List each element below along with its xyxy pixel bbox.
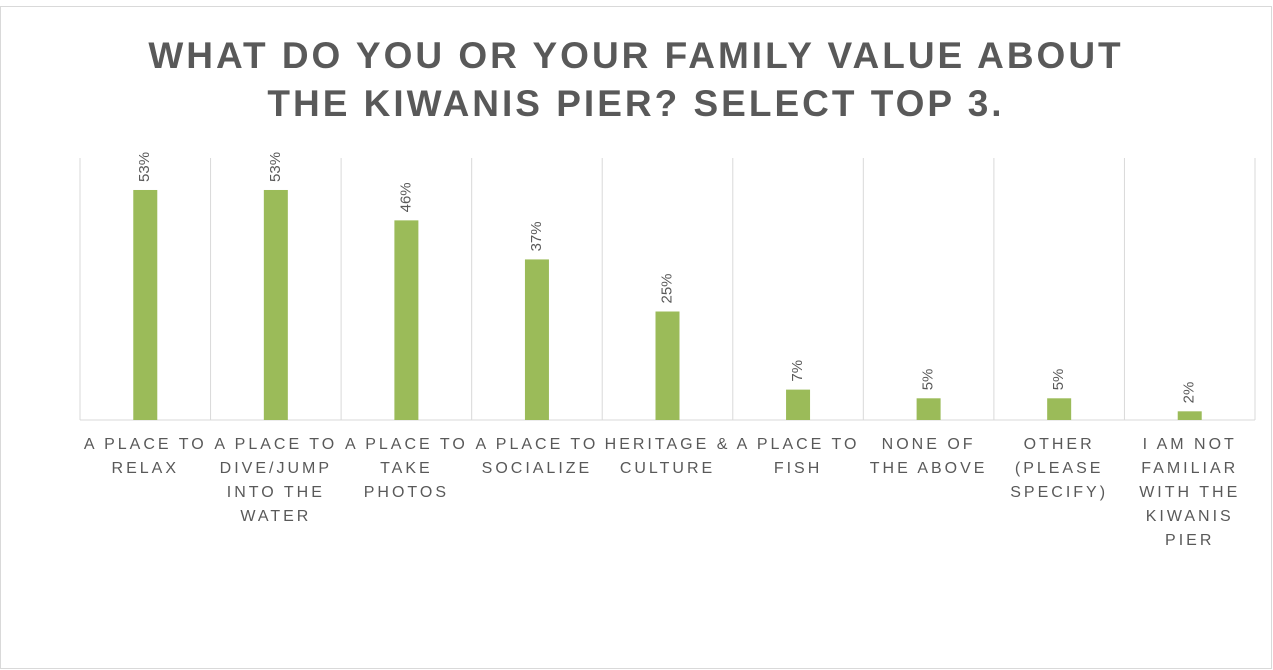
bar <box>1047 398 1072 420</box>
value-label: 53% <box>136 152 153 182</box>
x-tick-label: A PLACE TO RELAX <box>83 436 207 477</box>
x-tick-label: OTHER (PLEASE SPECIFY) <box>1010 436 1109 501</box>
value-label: 5% <box>1050 369 1067 391</box>
value-label: 25% <box>658 273 675 303</box>
chart-border <box>0 6 1272 669</box>
value-label: 2% <box>1181 382 1198 404</box>
x-tick-label: A PLACE TO TAKE PHOTOS <box>344 436 468 501</box>
bar <box>394 220 419 420</box>
bar <box>916 398 941 420</box>
bar <box>655 311 680 420</box>
value-label: 46% <box>397 182 414 212</box>
value-label: 5% <box>920 369 937 391</box>
x-tick-label: NONE OF THE ABOVE <box>869 436 988 477</box>
x-tick-label: A PLACE TO DIVE/JUMP INTO THE WATER <box>214 436 338 525</box>
value-label: 7% <box>789 360 806 382</box>
chart-title: WHAT DO YOU OR YOUR FAMILY VALUE ABOUT T… <box>148 35 1124 124</box>
x-tick-label: A PLACE TO FISH <box>736 436 860 477</box>
value-label: 37% <box>528 221 545 251</box>
x-tick-label: A PLACE TO SOCIALIZE <box>475 436 599 477</box>
bar <box>263 189 288 420</box>
bar <box>786 389 811 420</box>
bar <box>1177 411 1202 420</box>
x-tick-label: HERITAGE & CULTURE <box>604 436 731 477</box>
value-label: 53% <box>267 152 284 182</box>
x-tick-label: I AM NOT FAMILIAR WITH THE KIWANIS PIER <box>1139 436 1241 549</box>
bar <box>524 259 549 420</box>
bar <box>133 189 158 420</box>
